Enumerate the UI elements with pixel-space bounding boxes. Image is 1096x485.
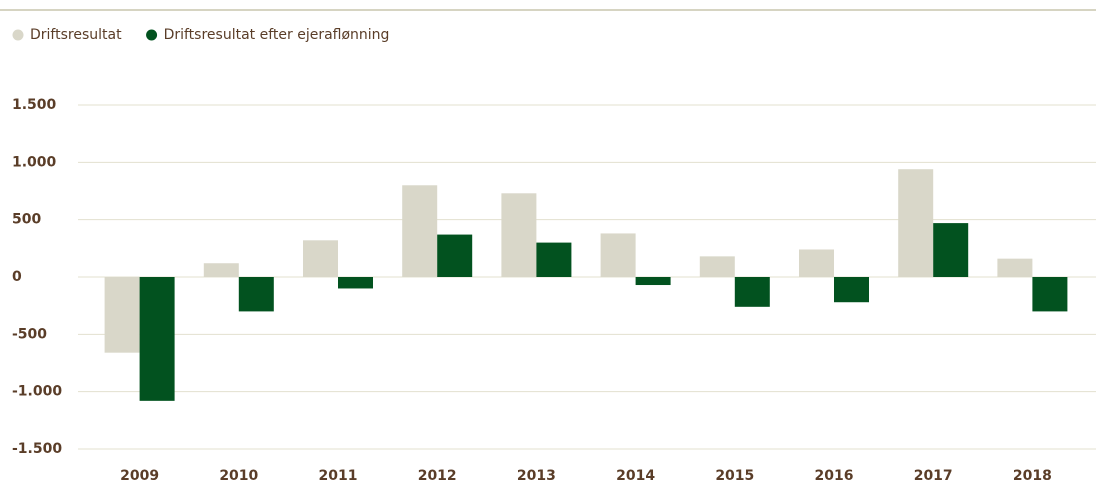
y-tick-label: -500	[12, 326, 47, 342]
legend-marker	[12, 29, 24, 41]
bar	[997, 258, 1033, 277]
bar	[501, 193, 537, 277]
bar	[734, 277, 770, 307]
bar	[402, 185, 438, 277]
bar	[699, 256, 735, 277]
bar	[600, 233, 636, 277]
x-tick-label: 2012	[418, 468, 457, 484]
bar	[338, 277, 373, 289]
legend-label: Driftsresultat	[30, 27, 122, 43]
x-tick-label: 2017	[914, 468, 953, 484]
y-tick-label: -1.000	[12, 384, 62, 400]
bar	[536, 242, 572, 277]
bar	[933, 223, 969, 277]
x-tick-label: 2010	[219, 468, 258, 484]
bar	[1032, 277, 1068, 312]
bar	[898, 169, 934, 277]
x-tick-label: 2016	[815, 468, 854, 484]
legend-marker	[146, 29, 158, 41]
bar	[238, 277, 274, 312]
bar	[203, 263, 239, 277]
y-tick-label: -1.500	[12, 441, 62, 457]
x-tick-label: 2013	[517, 468, 556, 484]
bar	[104, 277, 140, 353]
legend-label: Driftsresultat efter ejeraflønning	[164, 27, 390, 43]
x-tick-label: 2009	[120, 468, 159, 484]
bar	[437, 234, 473, 277]
bar	[635, 277, 671, 286]
bar	[834, 277, 869, 303]
y-tick-label: 1.000	[12, 154, 57, 170]
y-tick-label: 500	[12, 212, 41, 228]
y-tick-label: 1.500	[12, 97, 57, 113]
y-tick-label: 0	[12, 269, 22, 285]
x-tick-label: 2015	[715, 468, 754, 484]
bar	[139, 277, 175, 401]
x-tick-label: 2011	[319, 468, 358, 484]
bar	[799, 249, 834, 277]
x-tick-label: 2018	[1013, 468, 1052, 484]
bar	[303, 240, 338, 277]
x-tick-label: 2014	[616, 468, 655, 484]
